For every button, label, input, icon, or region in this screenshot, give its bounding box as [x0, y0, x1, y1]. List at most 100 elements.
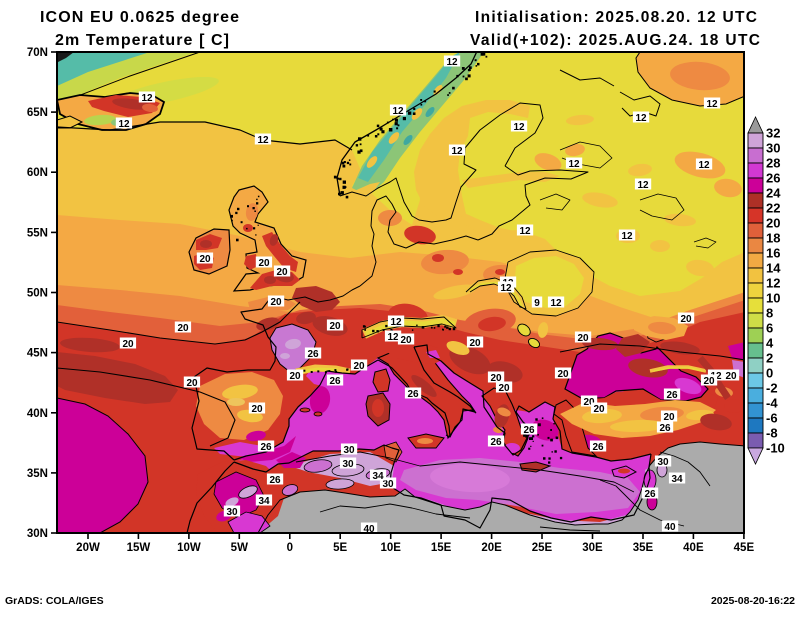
svg-text:12: 12 [141, 93, 153, 104]
svg-text:20: 20 [583, 397, 595, 408]
svg-text:30: 30 [343, 445, 355, 456]
svg-text:Initialisation: 2025.08.20. 12: Initialisation: 2025.08.20. 12 UTC [475, 9, 757, 26]
svg-text:20: 20 [400, 335, 412, 346]
svg-text:20: 20 [270, 297, 282, 308]
svg-text:40: 40 [363, 524, 375, 535]
svg-text:2025-08-20-16:22: 2025-08-20-16:22 [711, 595, 795, 607]
svg-text:30: 30 [382, 479, 394, 490]
svg-text:20E: 20E [481, 542, 502, 554]
svg-text:26: 26 [659, 423, 671, 434]
svg-text:20: 20 [122, 339, 134, 350]
svg-text:12: 12 [568, 159, 580, 170]
svg-text:2: 2 [766, 351, 773, 366]
svg-text:12: 12 [118, 119, 130, 130]
svg-text:5W: 5W [231, 542, 248, 554]
svg-text:5E: 5E [333, 542, 347, 554]
svg-text:14: 14 [766, 261, 781, 276]
svg-text:26: 26 [490, 437, 502, 448]
svg-text:70N: 70N [27, 47, 48, 59]
svg-text:20: 20 [289, 371, 301, 382]
svg-text:20W: 20W [76, 542, 100, 554]
svg-text:30E: 30E [582, 542, 603, 554]
svg-text:20: 20 [186, 378, 198, 389]
svg-text:32: 32 [766, 126, 780, 141]
svg-text:20: 20 [353, 361, 365, 372]
svg-text:30: 30 [657, 457, 669, 468]
svg-text:10E: 10E [380, 542, 401, 554]
svg-text:34: 34 [258, 496, 270, 507]
svg-text:Valid(+102): 2025.AUG.24. 18 U: Valid(+102): 2025.AUG.24. 18 UTC [470, 32, 760, 49]
svg-text:30: 30 [342, 459, 354, 470]
svg-text:12: 12 [390, 317, 402, 328]
svg-text:20: 20 [725, 371, 737, 382]
svg-text:20: 20 [663, 412, 675, 423]
svg-text:25E: 25E [532, 542, 553, 554]
svg-text:2m Temperature [ C]: 2m Temperature [ C] [55, 32, 230, 49]
svg-text:0: 0 [287, 542, 293, 554]
svg-text:24: 24 [766, 186, 781, 201]
svg-text:12: 12 [500, 283, 512, 294]
svg-text:40N: 40N [27, 408, 48, 420]
svg-text:12: 12 [387, 332, 399, 343]
svg-text:12: 12 [446, 57, 458, 68]
svg-text:20: 20 [469, 338, 481, 349]
svg-text:45E: 45E [734, 542, 755, 554]
svg-text:20: 20 [703, 376, 715, 387]
svg-text:45N: 45N [27, 348, 48, 360]
svg-text:20: 20 [498, 383, 510, 394]
svg-text:30: 30 [766, 141, 780, 156]
svg-text:12: 12 [635, 113, 647, 124]
svg-text:-2: -2 [766, 381, 778, 396]
svg-text:55N: 55N [27, 227, 48, 239]
svg-text:12: 12 [513, 122, 525, 133]
svg-text:ICON EU 0.0625 degree: ICON EU 0.0625 degree [40, 9, 240, 26]
svg-text:18: 18 [766, 231, 780, 246]
svg-text:50N: 50N [27, 288, 48, 300]
svg-text:12: 12 [257, 135, 269, 146]
svg-text:34: 34 [372, 471, 384, 482]
svg-text:26: 26 [592, 442, 604, 453]
svg-text:20: 20 [680, 314, 692, 325]
svg-text:20: 20 [593, 404, 605, 415]
svg-text:12: 12 [698, 160, 710, 171]
svg-text:20: 20 [177, 323, 189, 334]
svg-text:26: 26 [269, 475, 281, 486]
svg-text:34: 34 [671, 474, 683, 485]
svg-text:12: 12 [451, 146, 463, 157]
svg-text:16: 16 [766, 246, 780, 261]
svg-text:10W: 10W [177, 542, 201, 554]
svg-text:12: 12 [766, 276, 780, 291]
svg-text:12: 12 [637, 180, 649, 191]
svg-text:26: 26 [407, 389, 419, 400]
svg-text:40E: 40E [683, 542, 704, 554]
svg-text:8: 8 [766, 306, 773, 321]
svg-text:-8: -8 [766, 426, 778, 441]
svg-text:12: 12 [392, 106, 404, 117]
svg-text:0: 0 [766, 366, 773, 381]
svg-text:26: 26 [644, 489, 656, 500]
svg-text:28: 28 [766, 156, 780, 171]
svg-text:12: 12 [519, 226, 531, 237]
svg-text:26: 26 [307, 349, 319, 360]
svg-text:26: 26 [329, 376, 341, 387]
svg-text:20: 20 [329, 321, 341, 332]
svg-text:35E: 35E [633, 542, 654, 554]
svg-text:20: 20 [199, 254, 211, 265]
svg-text:26: 26 [766, 171, 780, 186]
svg-text:-4: -4 [766, 396, 778, 411]
svg-text:26: 26 [260, 442, 272, 453]
svg-text:12: 12 [706, 99, 718, 110]
svg-text:9: 9 [534, 298, 540, 309]
svg-text:-6: -6 [766, 411, 778, 426]
svg-text:-10: -10 [766, 441, 785, 456]
svg-text:20: 20 [766, 216, 780, 231]
svg-text:20: 20 [258, 258, 270, 269]
svg-text:GrADS: COLA/IGES: GrADS: COLA/IGES [5, 595, 104, 607]
svg-text:20: 20 [490, 373, 502, 384]
svg-text:4: 4 [766, 336, 774, 351]
svg-text:10: 10 [766, 291, 780, 306]
svg-text:20: 20 [251, 404, 263, 415]
svg-text:65N: 65N [27, 107, 48, 119]
svg-text:22: 22 [766, 201, 780, 216]
svg-text:60N: 60N [27, 167, 48, 179]
